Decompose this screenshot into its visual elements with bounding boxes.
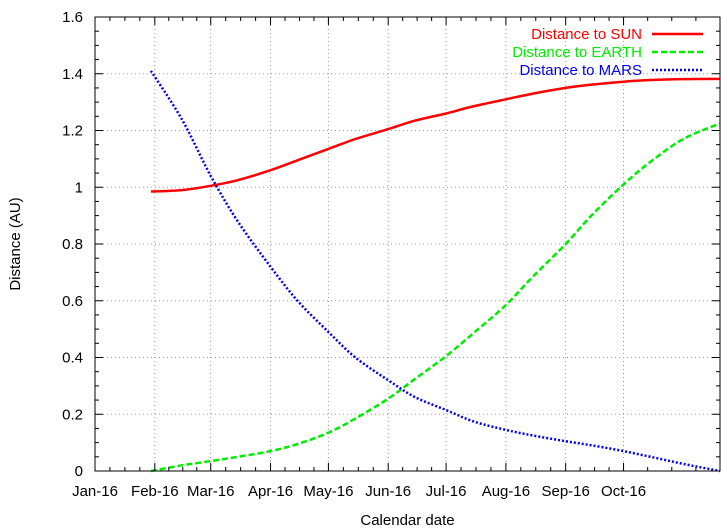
x-tick-label: Jun-16 bbox=[365, 483, 411, 500]
y-tick-label: 0.6 bbox=[62, 293, 83, 310]
ticks bbox=[94, 16, 720, 472]
x-tick-label: Jul-16 bbox=[426, 483, 467, 500]
y-tick-label: 0.4 bbox=[62, 350, 83, 367]
legend-label: Distance to EARTH bbox=[512, 44, 642, 61]
x-axis-title: Calendar date bbox=[360, 512, 454, 529]
grid bbox=[95, 17, 720, 471]
y-tick-label: 1 bbox=[75, 179, 83, 196]
series-line-0 bbox=[150, 77, 721, 193]
y-tick-label: 1.4 bbox=[62, 66, 83, 83]
legend-label: Distance to MARS bbox=[519, 62, 642, 79]
y-tick-label: 0.8 bbox=[62, 236, 83, 253]
y-tick-label: 1.2 bbox=[62, 123, 83, 140]
x-tick-label: Oct-16 bbox=[601, 483, 646, 500]
y-axis-title: Distance (AU) bbox=[7, 197, 24, 290]
x-tick-label: Mar-16 bbox=[187, 483, 235, 500]
y-tick-label: 0.2 bbox=[62, 406, 83, 423]
x-tick-label: Sep-16 bbox=[541, 483, 589, 500]
x-tick-label: May-16 bbox=[303, 483, 353, 500]
x-tick-label: Feb-16 bbox=[131, 483, 179, 500]
y-tick-label: 0 bbox=[75, 463, 83, 480]
y-tick-label: 1.6 bbox=[62, 9, 83, 26]
x-tick-label: Jan-16 bbox=[72, 483, 118, 500]
legend-label: Distance to SUN bbox=[531, 26, 642, 43]
series-line-1 bbox=[150, 122, 721, 473]
series-lines bbox=[149, 70, 721, 473]
x-tick-label: Aug-16 bbox=[482, 483, 530, 500]
x-tick-label: Apr-16 bbox=[248, 483, 293, 500]
tick-labels: 0 0.2 0.4 0.6 0.8 1 1.2 1.4 1.6 Jan-16 Feb-16 Mar-1… bbox=[62, 9, 646, 500]
